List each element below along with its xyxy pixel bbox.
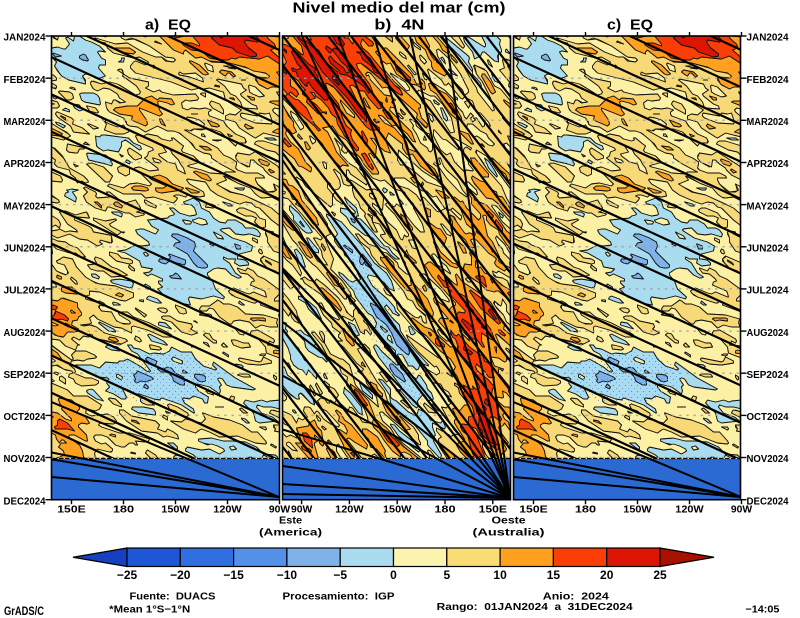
svg-text:−15: −15: [223, 568, 244, 582]
svg-text:JAN2024: JAN2024: [4, 32, 46, 44]
svg-text:FEB2024: FEB2024: [4, 74, 46, 86]
svg-text:150W: 150W: [383, 504, 411, 516]
svg-text:Anio: 2024: Anio: 2024: [543, 592, 610, 603]
svg-text:−20: −20: [170, 568, 191, 582]
svg-text:*Mean 1°S−1°N: *Mean 1°S−1°N: [109, 605, 190, 616]
svg-text:(America): (America): [259, 527, 322, 539]
svg-text:JUL2024: JUL2024: [4, 285, 46, 297]
svg-text:JAN2024: JAN2024: [747, 32, 789, 44]
svg-text:GrADS/C: GrADS/C: [4, 604, 44, 618]
svg-text:25: 25: [653, 568, 667, 582]
svg-text:150E: 150E: [57, 504, 85, 516]
svg-text:180: 180: [113, 504, 134, 516]
svg-text:SEP2024: SEP2024: [4, 369, 46, 381]
svg-text:Este: Este: [279, 515, 302, 527]
svg-text:150E: 150E: [519, 504, 547, 516]
svg-text:OCT2024: OCT2024: [4, 411, 46, 423]
svg-text:JUN2024: JUN2024: [4, 242, 46, 254]
svg-text:c) EQ: c) EQ: [607, 17, 653, 34]
svg-text:−10: −10: [277, 568, 298, 582]
svg-text:15: 15: [547, 568, 561, 582]
svg-text:b) 4N: b) 4N: [374, 17, 424, 34]
svg-text:APR2024: APR2024: [4, 158, 46, 170]
svg-text:MAR2024: MAR2024: [747, 116, 789, 128]
svg-text:−14:05: −14:05: [745, 605, 779, 616]
svg-text:Rango: 01JAN2024 a 31DEC202: Rango: 01JAN2024 a 31DEC2024: [437, 602, 634, 613]
svg-text:150E: 150E: [479, 504, 507, 516]
svg-text:JUL2024: JUL2024: [747, 285, 789, 297]
svg-text:Nivel medio del mar (cm): Nivel medio del mar (cm): [293, 0, 506, 16]
svg-text:DEC2024: DEC2024: [747, 495, 789, 507]
svg-text:−5: −5: [333, 568, 347, 582]
svg-text:90W: 90W: [269, 504, 290, 516]
svg-text:−25: −25: [117, 568, 138, 582]
svg-text:JUN2024: JUN2024: [747, 242, 789, 254]
svg-text:90W: 90W: [291, 504, 312, 516]
svg-text:Fuente: DUACS: Fuente: DUACS: [130, 592, 216, 603]
svg-text:5: 5: [443, 568, 450, 582]
svg-text:90W: 90W: [731, 504, 752, 516]
svg-text:120W: 120W: [675, 504, 703, 516]
svg-text:Procesamiento: IGP: Procesamiento: IGP: [283, 592, 395, 603]
svg-text:NOV2024: NOV2024: [4, 453, 46, 465]
svg-text:Oeste: Oeste: [492, 515, 526, 527]
svg-text:SEP2024: SEP2024: [747, 369, 789, 381]
svg-text:120W: 120W: [335, 504, 363, 516]
svg-text:NOV2024: NOV2024: [747, 453, 789, 465]
svg-text:150W: 150W: [623, 504, 651, 516]
svg-text:MAY2024: MAY2024: [4, 200, 46, 212]
svg-text:MAR2024: MAR2024: [4, 116, 46, 128]
svg-text:DEC2024: DEC2024: [4, 495, 46, 507]
svg-text:AUG2024: AUG2024: [4, 327, 46, 339]
svg-text:180: 180: [434, 504, 455, 516]
svg-text:150W: 150W: [161, 504, 189, 516]
svg-text:a) EQ: a) EQ: [145, 17, 191, 34]
svg-text:MAY2024: MAY2024: [747, 200, 789, 212]
svg-text:120W: 120W: [213, 504, 241, 516]
svg-text:180: 180: [575, 504, 596, 516]
svg-text:20: 20: [600, 568, 614, 582]
svg-text:0: 0: [390, 568, 397, 582]
svg-text:APR2024: APR2024: [747, 158, 789, 170]
svg-text:AUG2024: AUG2024: [747, 327, 789, 339]
svg-text:OCT2024: OCT2024: [747, 411, 789, 423]
svg-text:10: 10: [493, 568, 507, 582]
svg-text:FEB2024: FEB2024: [747, 74, 789, 86]
svg-text:(Australia): (Australia): [473, 527, 545, 539]
